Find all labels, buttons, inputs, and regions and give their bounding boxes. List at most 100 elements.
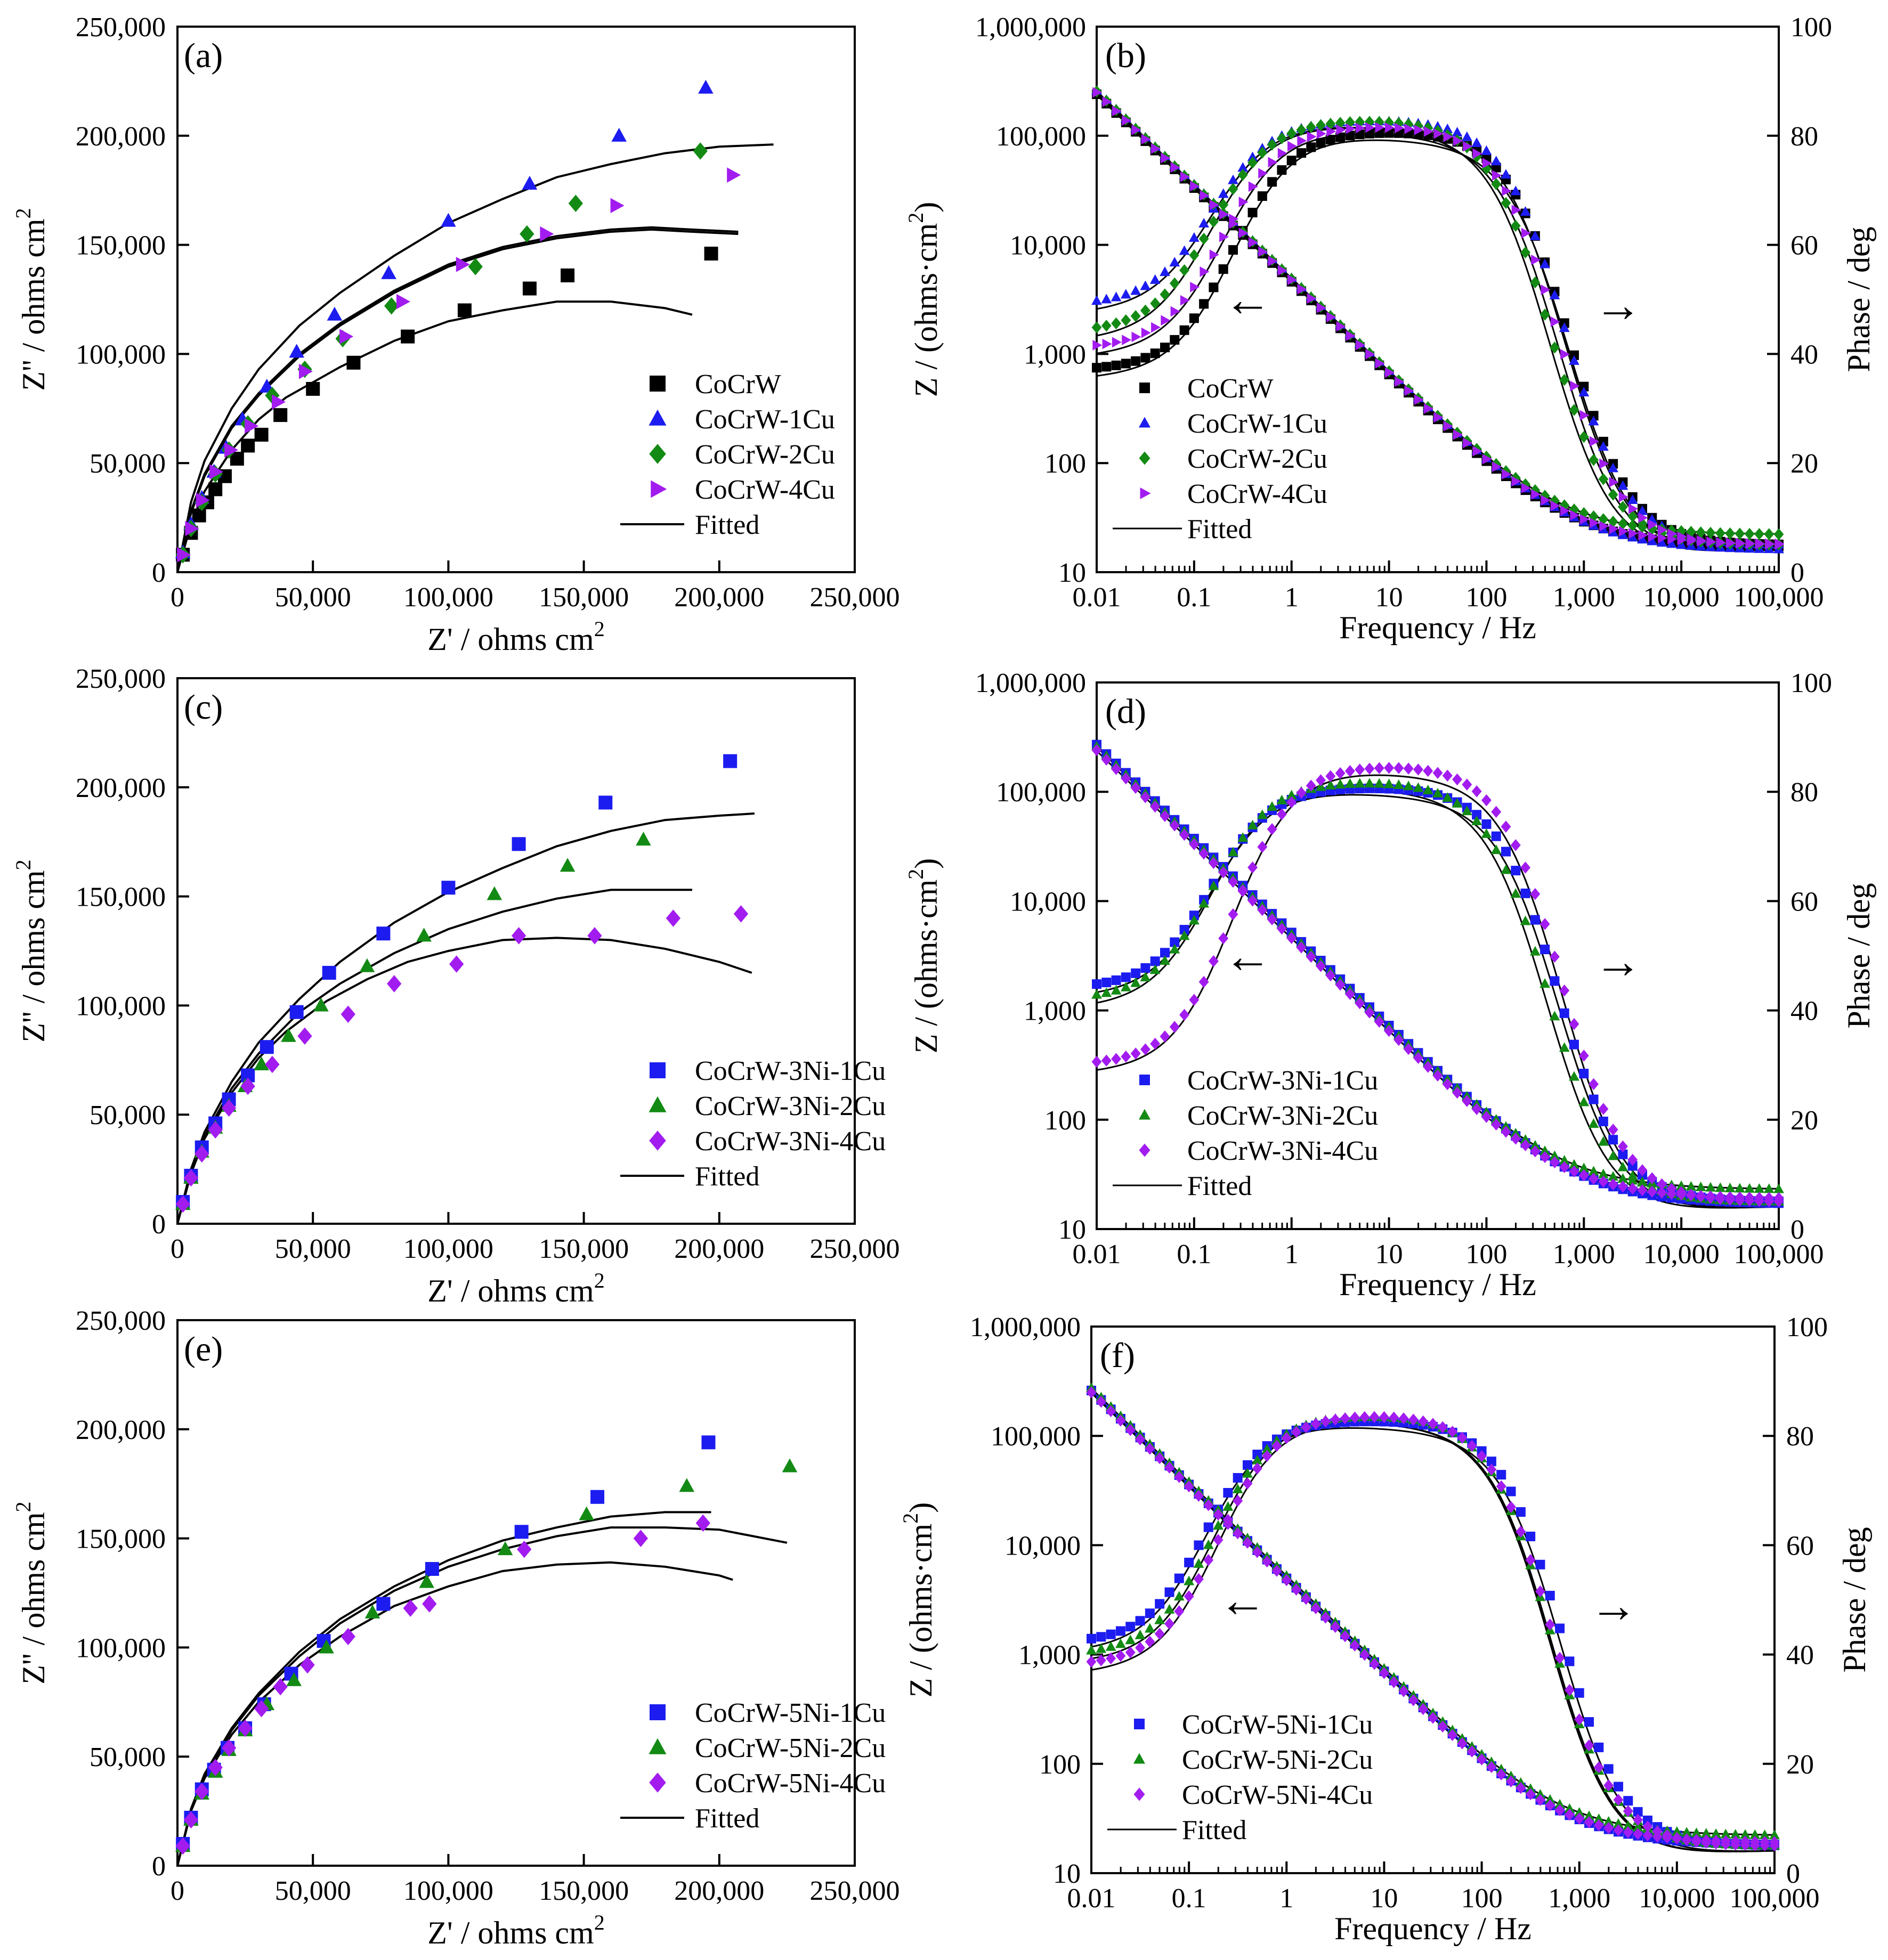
impedance-point-cocrw-5ni-4cu [1145,1443,1155,1455]
x-tick-label: 0 [171,1876,184,1906]
phase-point-cocrw-3ni-2cu [1120,981,1131,991]
impedance-point-cocrw-3ni-4cu [1228,875,1238,888]
phase-point-cocrw-4cu [1774,539,1785,550]
impedance-point-cocrw-5ni-4cu [1535,1794,1545,1806]
impedance-point-cocrw-3ni-4cu [1267,913,1277,925]
phase-point-cocrw-3ni-2cu [1422,784,1433,794]
impedance-point-cocrw-3ni-4cu [1384,1024,1395,1037]
y-tick-label: 10 [1058,1215,1086,1245]
phase-point-cocrw-3ni-2cu [1354,778,1365,788]
x-tick-label: 0.1 [1177,1239,1211,1270]
legend-marker [649,1131,666,1151]
x-tick-label: 100 [1465,1239,1507,1270]
impedance-point-cocrw-5ni-2cu [1720,1828,1731,1839]
y-axis-label-sup: 2 [904,213,928,223]
phase-point-cocrw-1cu [1149,274,1161,284]
phase-point-cocrw-3ni-4cu [1462,778,1472,791]
phase-point-cocrw-3ni-4cu [1413,763,1423,776]
phase-point-cocrw-5ni-4cu [1252,1462,1262,1475]
impedance-point-cocrw-2cu [1764,528,1774,540]
impedance-point-cocrw-5ni-4cu [1106,1405,1116,1418]
phase-point-cocrw [1121,359,1131,369]
x-tick-label: 1,000 [1553,1239,1615,1270]
phase-point-cocrw [1170,335,1180,345]
phase-point-cocrw-4cu [1112,337,1122,348]
impedance-point-cocrw-5ni-4cu [1496,1768,1506,1780]
phase-point-cocrw-5ni-1cu [1603,1764,1614,1774]
data-point-cocrw-3ni-1cu [512,837,526,851]
impedance-point-cocrw-5ni-2cu [1623,1820,1634,1830]
x-tick-label: 100,000 [1734,1239,1824,1270]
phase-point-cocrw-3ni-4cu [1773,1195,1784,1208]
phase-point-cocrw-3ni-4cu [1286,796,1297,809]
phase-point-cocrw-4cu [1697,535,1707,546]
phase-point-cocrw-1cu [1539,258,1551,269]
y-tick-label: 50,000 [90,1100,166,1131]
data-point-cocrw-5ni-2cu [364,1604,380,1619]
phase-point-cocrw-3ni-2cu [1617,1161,1628,1172]
impedance-point-cocrw-4cu [1346,330,1356,341]
phase-point-cocrw-5ni-4cu [1466,1439,1477,1452]
phase-point-cocrw-2cu [1218,199,1229,211]
y-tick-label: 200,000 [76,121,166,152]
legend-marker [1139,1075,1150,1085]
phase-point-cocrw-5ni-4cu [1652,1825,1663,1837]
panel-label: (e) [184,1330,223,1369]
y2-tick-label: 100 [1790,12,1832,43]
phase-point-cocrw-3ni-4cu [1393,762,1404,774]
impedance-point-cocrw-5ni-4cu [1379,1667,1389,1679]
impedance-point-cocrw-3ni-4cu [1530,1145,1541,1158]
impedance-point-cocrw-3ni-4cu [1608,1178,1618,1191]
impedance-point-cocrw-1cu [1637,534,1648,544]
y-axis-label-text: Z'' / ohms cm [16,218,51,391]
y-axis-label: Z / (ohms·cm2) [898,1502,938,1698]
data-point-cocrw [254,427,269,442]
data-point-cocrw-3ni-4cu [221,1099,237,1117]
impedance-point-cocrw-3ni-4cu [1589,1173,1599,1185]
phase-point-cocrw-5ni-4cu [1398,1412,1409,1425]
impedance-point-cocrw-5ni-4cu [1194,1490,1204,1502]
phase-point-cocrw-5ni-4cu [1428,1418,1438,1430]
phase-point-cocrw-4cu [1414,124,1424,135]
phase-point-cocrw-3ni-2cu [1198,898,1210,908]
impedance-point-cocrw-4cu [1618,526,1628,537]
panel-label: (a) [184,36,223,75]
phase-point-cocrw-5ni-2cu [1164,1604,1175,1614]
x-tick-label: 1 [1279,1883,1293,1914]
phase-point-cocrw-5ni-1cu [1506,1486,1516,1497]
phase-point-cocrw-5ni-4cu [1408,1413,1419,1426]
phase-point-cocrw-3ni-4cu [1725,1193,1736,1206]
impedance-point-cocrw-3ni-4cu [1569,1165,1579,1178]
impedance-point-cocrw-5ni-4cu [1262,1555,1273,1568]
phase-point-cocrw-2cu [1608,489,1618,501]
phase-point-cocrw-1cu [1501,169,1511,179]
phase-point-cocrw-3ni-1cu [1618,1149,1628,1159]
impedance-point-cocrw-5ni-4cu [1428,1712,1438,1724]
phase-point-cocrw-4cu [1638,512,1648,523]
phase-point-cocrw-3ni-1cu [1111,975,1121,985]
phase-point-cocrw-5ni-1cu [1555,1623,1565,1633]
phase-point-cocrw-5ni-4cu [1291,1426,1302,1438]
legend-marker [1139,417,1150,428]
impedance-point-cocrw-4cu [1365,348,1375,360]
data-point-cocrw [401,329,415,344]
y-axis-label: Z'' / ohms cm2 [11,208,51,391]
phase-point-cocrw-3ni-4cu [1344,765,1355,777]
phase-point-cocrw-1cu [1169,257,1180,267]
panel-label: (b) [1105,36,1146,75]
legend-marker [650,1704,666,1720]
impedance-point-cocrw-5ni-4cu [1174,1471,1185,1483]
phase-point-cocrw-3ni-4cu [1355,763,1365,776]
phase-point-cocrw-5ni-4cu [1096,1654,1106,1666]
impedance-point-cocrw-4cu [1482,453,1492,465]
phase-point-cocrw-3ni-4cu [1549,950,1560,963]
data-point-cocrw-5ni-4cu [254,1699,269,1718]
phase-point-cocrw-4cu [1131,331,1141,343]
y-tick-label: 250,000 [76,12,166,43]
phase-point-cocrw-5ni-4cu [1672,1832,1682,1844]
impedance-point-cocrw-5ni-2cu [1700,1828,1712,1838]
phase-point-cocrw-2cu [1121,314,1131,327]
phase-point-cocrw-3ni-1cu [1579,1069,1589,1079]
phase-point-cocrw-4cu [1570,380,1580,392]
